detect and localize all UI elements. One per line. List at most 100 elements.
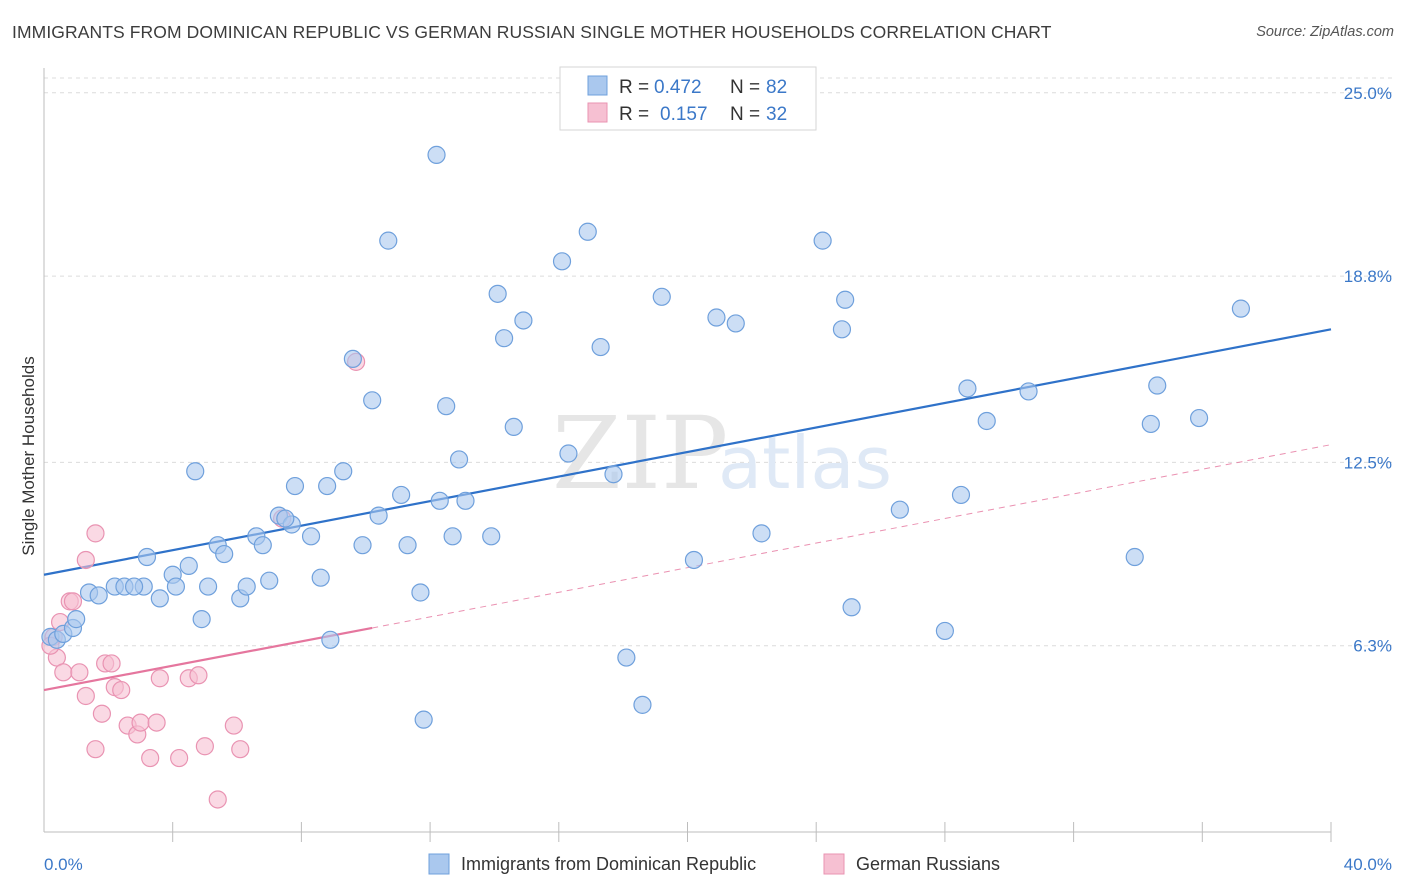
data-point-dominican-republic [276, 509, 295, 528]
data-point-dominican-republic [192, 610, 211, 629]
data-point-dominican-republic [684, 550, 704, 570]
data-point-dominican-republic [427, 145, 446, 164]
data-point-dominican-republic [369, 506, 388, 525]
y-tick-label: 18.8% [1344, 267, 1392, 286]
data-point-dominican-republic [343, 349, 362, 369]
trend-line-pink [43, 626, 373, 692]
data-point-dominican-republic [166, 577, 186, 596]
data-point-german-russians [86, 740, 105, 759]
data-point-dominican-republic [411, 583, 430, 602]
y-tick-label: 6.3% [1353, 637, 1392, 656]
data-point-german-russians [54, 663, 73, 682]
data-point-german-russians [195, 737, 214, 756]
data-point-german-russians [70, 663, 89, 682]
data-point-dominican-republic [559, 444, 578, 463]
source-label: Source: ZipAtlas.com [1256, 24, 1394, 40]
data-point-dominican-republic [1141, 414, 1160, 434]
data-point-dominican-republic [652, 287, 671, 306]
bottom-legend-swatch-blue [428, 853, 450, 875]
x-tick-label-max: 40.0% [1344, 855, 1392, 874]
data-point-dominican-republic [488, 284, 507, 303]
grid-lines [44, 77, 1393, 647]
data-point-dominican-republic [198, 577, 218, 596]
data-point-german-russians [208, 790, 227, 809]
data-point-dominican-republic [414, 710, 433, 729]
data-point-dominican-republic [237, 577, 256, 596]
legend-r-value: 0.157 [660, 104, 708, 125]
data-point-german-russians [63, 592, 83, 611]
y-tick-label: 12.5% [1344, 453, 1392, 472]
data-point-dominican-republic [318, 476, 337, 496]
data-point-dominican-republic [633, 695, 652, 714]
data-point-german-russians [231, 740, 250, 759]
data-point-dominican-republic [449, 450, 469, 469]
bottom-legend-label-pink: German Russians [856, 854, 1000, 874]
data-point-dominican-republic [958, 379, 977, 398]
data-point-german-russians [92, 704, 112, 723]
data-point-german-russians [102, 654, 121, 673]
legend-r-label: R = [619, 104, 649, 125]
data-point-dominican-republic [495, 329, 514, 348]
data-point-dominican-republic [124, 577, 144, 596]
data-point-dominican-republic [67, 610, 86, 629]
data-point-dominican-republic [1148, 376, 1167, 395]
data-point-dominican-republic [752, 524, 771, 543]
data-point-dominican-republic [977, 411, 996, 431]
data-point-german-russians [131, 713, 150, 732]
data-point-dominican-republic [1125, 547, 1144, 567]
data-point-dominican-republic [311, 568, 330, 587]
data-point-dominican-republic [334, 462, 353, 481]
data-point-dominican-republic [363, 391, 382, 410]
data-point-dominican-republic [1189, 408, 1209, 428]
data-point-dominican-republic [379, 231, 398, 250]
data-point-german-russians [112, 680, 131, 700]
data-point-dominican-republic [430, 491, 449, 510]
y-axis-title: Single Mother Households [19, 356, 38, 555]
data-point-dominican-republic [285, 476, 305, 496]
bottom-legend: Immigrants from Dominican Republic Germa… [428, 853, 1000, 875]
data-point-dominican-republic [398, 536, 417, 555]
data-point-dominican-republic [321, 630, 340, 649]
legend-swatch-blue [587, 75, 608, 96]
legend-n-label: N = [730, 77, 760, 98]
data-point-dominican-republic [578, 222, 597, 241]
data-point-dominican-republic [1019, 382, 1038, 401]
data-point-dominican-republic [437, 397, 456, 416]
legend-r-value: 0.472 [654, 77, 702, 98]
data-point-dominican-republic [215, 544, 234, 564]
x-ticks [172, 822, 1332, 842]
data-point-dominican-republic [150, 589, 169, 608]
data-point-dominican-republic [514, 311, 533, 330]
data-point-german-russians [224, 716, 243, 735]
watermark-atlas: atlas [718, 421, 892, 505]
legend-n-label: N = [730, 104, 760, 125]
y-tick-label: 25.0% [1344, 84, 1392, 103]
data-point-dominican-republic [253, 536, 272, 555]
chart-title: IMMIGRANTS FROM DOMINICAN REPUBLIC VS GE… [12, 22, 1052, 42]
data-point-dominican-republic [456, 491, 475, 510]
data-point-dominican-republic [260, 571, 279, 590]
data-point-dominican-republic [813, 231, 832, 250]
bottom-legend-swatch-pink [823, 853, 845, 875]
x-tick-label-min: 0.0% [44, 855, 83, 874]
legend: R = 0.472 N = 82 R = 0.157 N = 32 [559, 66, 817, 131]
legend-r-label: R = [619, 77, 649, 98]
data-point-dominican-republic [482, 527, 501, 546]
data-point-dominican-republic [301, 527, 321, 546]
legend-n-value: 32 [766, 104, 787, 125]
data-point-german-russians [170, 748, 189, 768]
data-point-german-russians [86, 524, 105, 543]
data-point-dominican-republic [604, 465, 623, 484]
data-point-dominican-republic [617, 648, 636, 667]
data-point-german-russians [76, 550, 95, 570]
legend-swatch-pink [587, 102, 608, 123]
data-point-dominican-republic [935, 621, 955, 641]
data-point-dominican-republic [137, 547, 157, 567]
data-point-dominican-republic [707, 308, 726, 327]
data-point-dominican-republic [89, 586, 108, 605]
data-point-german-russians [76, 686, 95, 706]
data-point-dominican-republic [353, 536, 372, 555]
trend-line-blue [43, 328, 1332, 576]
data-point-dominican-republic [832, 320, 852, 339]
